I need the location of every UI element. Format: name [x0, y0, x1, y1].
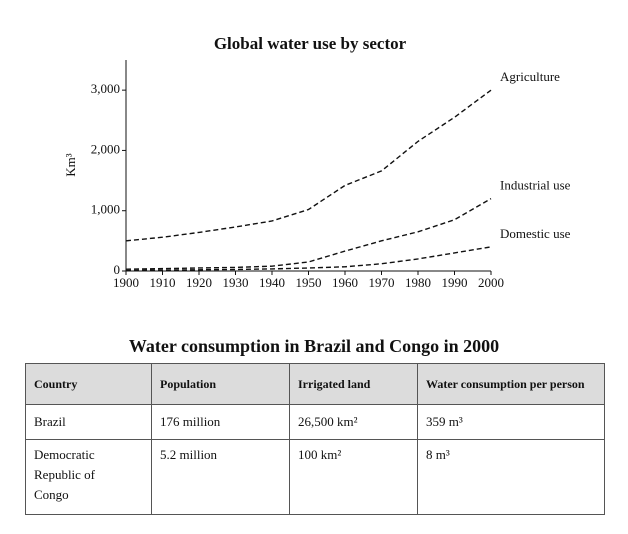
table-cell: 5.2 million: [151, 439, 290, 515]
cell-text: 5.2 million: [160, 447, 218, 462]
series-label: Industrial use: [500, 178, 571, 193]
x-tick-label: 2000: [478, 275, 504, 290]
header-cell: Irrigated land: [289, 363, 418, 405]
series-line: [125, 89, 492, 242]
table-cell: 26,500 km²: [289, 404, 418, 440]
table-row: Democratic Republic of Congo 5.2 million 1…: [25, 439, 605, 515]
table-cell: Brazil: [25, 404, 152, 440]
cell-text: 8 m³: [426, 447, 450, 462]
series-label: Agriculture: [500, 69, 560, 84]
cell-text: 176 million: [160, 414, 221, 429]
header-cell: Population: [151, 363, 290, 405]
x-tick-label: 1920: [186, 275, 212, 290]
x-tick-label: 1980: [405, 275, 431, 290]
y-tick-label: 1,000: [91, 202, 120, 217]
series-line: [125, 198, 492, 270]
y-tick-label: 2,000: [91, 141, 120, 156]
x-tick-label: 1910: [150, 275, 176, 290]
cell-text: 100 km²: [298, 447, 342, 462]
table-cell: Democratic Republic of Congo: [25, 439, 152, 515]
cell-text: Democratic Republic of Congo: [34, 447, 96, 502]
x-tick-label: 1940: [259, 275, 285, 290]
x-tick-label: 1970: [369, 275, 395, 290]
x-tick-label: 1960: [332, 275, 358, 290]
cell-text: 359 m³: [426, 414, 463, 429]
x-tick-label: 1990: [442, 275, 468, 290]
header-row: Country Population Irrigated land Water …: [25, 363, 605, 405]
y-axis-label: Km³: [63, 153, 78, 177]
x-tick-label: 1900: [113, 275, 139, 290]
chart-title: Global water use by sector: [214, 34, 407, 53]
cell-text: Brazil: [34, 414, 66, 429]
cell-text: 26,500 km²: [298, 414, 358, 429]
x-tick-label: 1930: [223, 275, 249, 290]
table-row: Brazil 176 million 26,500 km² 359 m³: [25, 404, 605, 440]
chart: Global water use by sector Km³ 0 1,000 2,0…: [63, 34, 571, 290]
y-tick-label: 3,000: [91, 81, 120, 96]
series-label: Domestic use: [500, 226, 571, 241]
table-cell: 8 m³: [417, 439, 605, 515]
table-cell: 100 km²: [289, 439, 418, 515]
series-line: [125, 246, 492, 272]
table-cell: 176 million: [151, 404, 290, 440]
table-title: Water consumption in Brazil and Congo in…: [128, 336, 500, 356]
x-tick-label: 1950: [296, 275, 322, 290]
table-cell: 359 m³: [417, 404, 605, 440]
header-cell: Country: [25, 363, 152, 405]
y-tick-label: 0: [114, 262, 121, 277]
table: Country Population Irrigated land Water …: [25, 363, 605, 515]
header-cell: Water consumption per person: [417, 363, 605, 405]
